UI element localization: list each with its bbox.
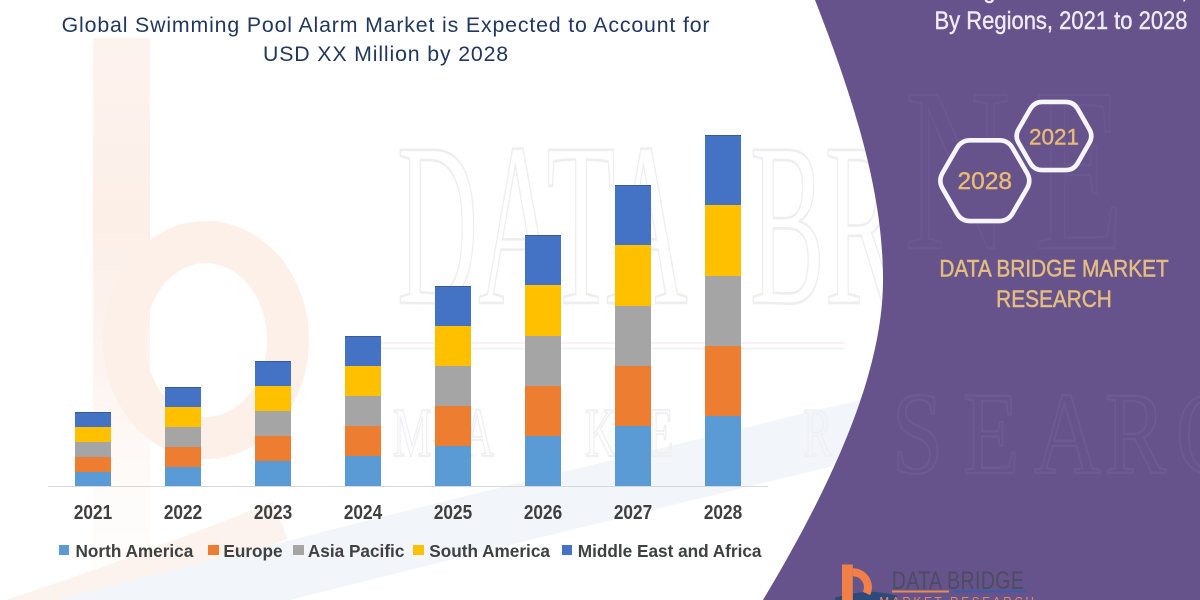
- svg-text:DATA BRIDGE: DATA BRIDGE: [892, 567, 1024, 595]
- svg-text:SEARCH: SEARCH: [892, 368, 1200, 498]
- svg-text:By Regions, 2021 to 2028: By Regions, 2021 to 2028: [934, 7, 1187, 35]
- svg-text:MARKET RESEARCH: MARKET RESEARCH: [879, 594, 1036, 600]
- svg-text:RESEARCH: RESEARCH: [996, 284, 1112, 312]
- svg-text:Global Swimming Pool Alarm Mar: Global Swimming Pool Alarm Market,: [825, 0, 1188, 3]
- svg-text:2028: 2028: [958, 168, 1013, 195]
- svg-text:DATA BRIDGE MARKET: DATA BRIDGE MARKET: [939, 254, 1168, 282]
- svg-text:2021: 2021: [1029, 125, 1079, 150]
